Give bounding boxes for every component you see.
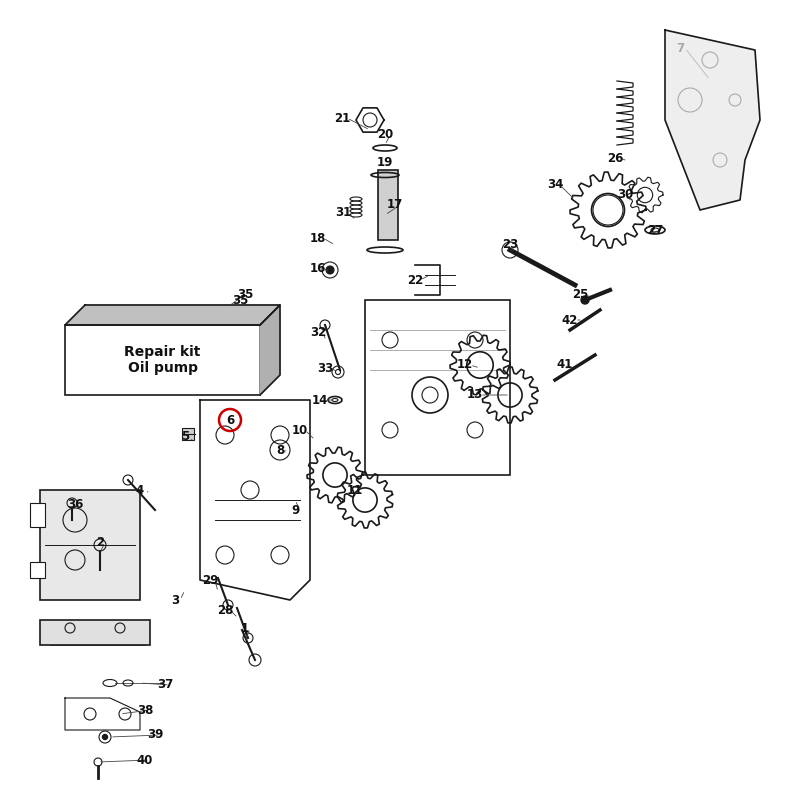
Text: 7: 7 <box>676 42 684 54</box>
Text: 30: 30 <box>617 189 633 202</box>
Text: 33: 33 <box>317 362 333 374</box>
Text: 29: 29 <box>202 574 218 586</box>
Text: 34: 34 <box>547 178 563 191</box>
Circle shape <box>581 296 589 304</box>
Text: 26: 26 <box>607 151 623 165</box>
Text: 35: 35 <box>232 294 248 306</box>
Text: 41: 41 <box>557 358 573 371</box>
FancyBboxPatch shape <box>30 503 45 527</box>
Circle shape <box>326 266 334 274</box>
FancyBboxPatch shape <box>40 490 140 600</box>
Text: 12: 12 <box>457 358 473 371</box>
Polygon shape <box>65 305 280 325</box>
Text: 36: 36 <box>67 498 83 511</box>
Circle shape <box>102 734 107 739</box>
Text: 9: 9 <box>291 503 299 517</box>
Text: 10: 10 <box>292 423 308 437</box>
FancyBboxPatch shape <box>40 620 150 645</box>
Text: 23: 23 <box>502 238 518 251</box>
Text: 5: 5 <box>181 430 189 443</box>
Text: 21: 21 <box>334 111 350 125</box>
Text: 38: 38 <box>137 703 153 717</box>
Text: 35: 35 <box>237 287 253 301</box>
FancyBboxPatch shape <box>182 428 194 440</box>
Text: 11: 11 <box>347 483 363 497</box>
Text: Repair kit
Oil pump: Repair kit Oil pump <box>124 345 201 375</box>
Text: 37: 37 <box>157 678 173 691</box>
Text: 1: 1 <box>241 622 249 634</box>
Text: 27: 27 <box>647 223 663 237</box>
Text: 39: 39 <box>147 729 163 742</box>
Text: 16: 16 <box>310 262 326 274</box>
Text: 20: 20 <box>377 129 393 142</box>
Text: 2: 2 <box>96 537 104 550</box>
Text: 28: 28 <box>217 603 233 617</box>
Text: 22: 22 <box>407 274 423 286</box>
Text: 32: 32 <box>310 326 326 339</box>
Polygon shape <box>260 305 280 395</box>
Text: 25: 25 <box>572 289 588 302</box>
Text: 14: 14 <box>312 394 328 406</box>
Text: 42: 42 <box>562 314 578 326</box>
Text: 18: 18 <box>310 231 326 245</box>
FancyBboxPatch shape <box>65 325 260 395</box>
Text: 4: 4 <box>136 483 144 497</box>
Text: 13: 13 <box>467 389 483 402</box>
FancyBboxPatch shape <box>378 170 398 240</box>
Text: 31: 31 <box>335 206 351 219</box>
Polygon shape <box>665 30 760 210</box>
FancyBboxPatch shape <box>30 562 45 578</box>
Text: 8: 8 <box>276 443 284 457</box>
Text: 3: 3 <box>171 594 179 606</box>
Text: 40: 40 <box>137 754 153 766</box>
Text: 19: 19 <box>377 155 393 169</box>
Text: 6: 6 <box>226 414 234 426</box>
Text: 17: 17 <box>387 198 403 211</box>
FancyBboxPatch shape <box>365 300 510 475</box>
